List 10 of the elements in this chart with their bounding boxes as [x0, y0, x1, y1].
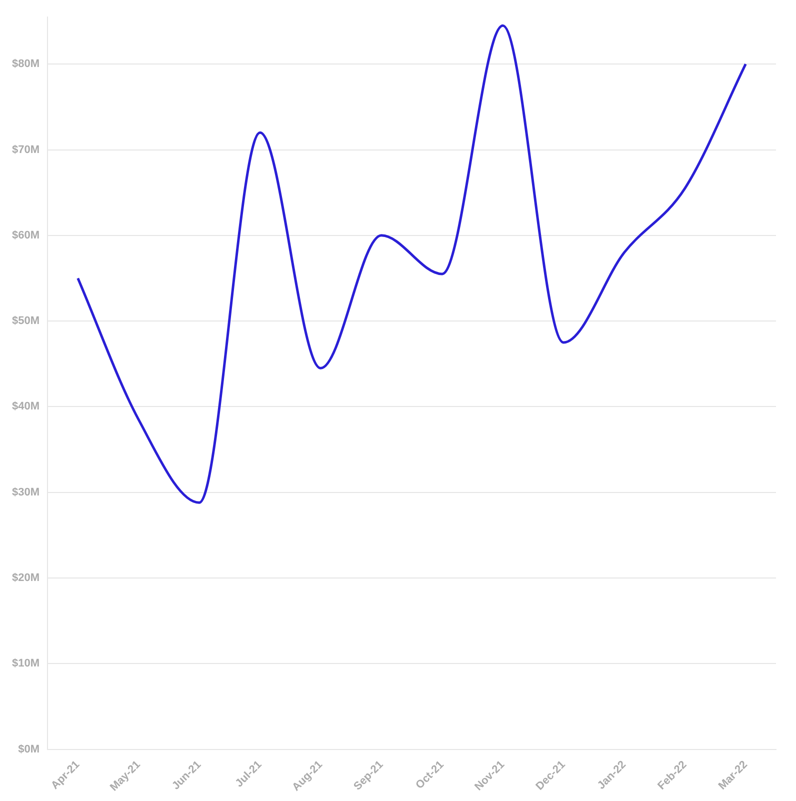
y-tick-label: $10M	[12, 658, 40, 670]
line-series	[76, 24, 747, 504]
y-tick-label: $0M	[18, 743, 40, 756]
y-tick-label: $50M	[12, 315, 40, 328]
y-tick-label: $30M	[12, 486, 40, 498]
y-tick-label: $70M	[12, 144, 40, 156]
y-tick-label: $40M	[12, 400, 40, 413]
y-tick-label: $20M	[12, 572, 40, 584]
y-tick-label: $80M	[12, 58, 40, 70]
y-tick-label: $60M	[12, 229, 40, 242]
